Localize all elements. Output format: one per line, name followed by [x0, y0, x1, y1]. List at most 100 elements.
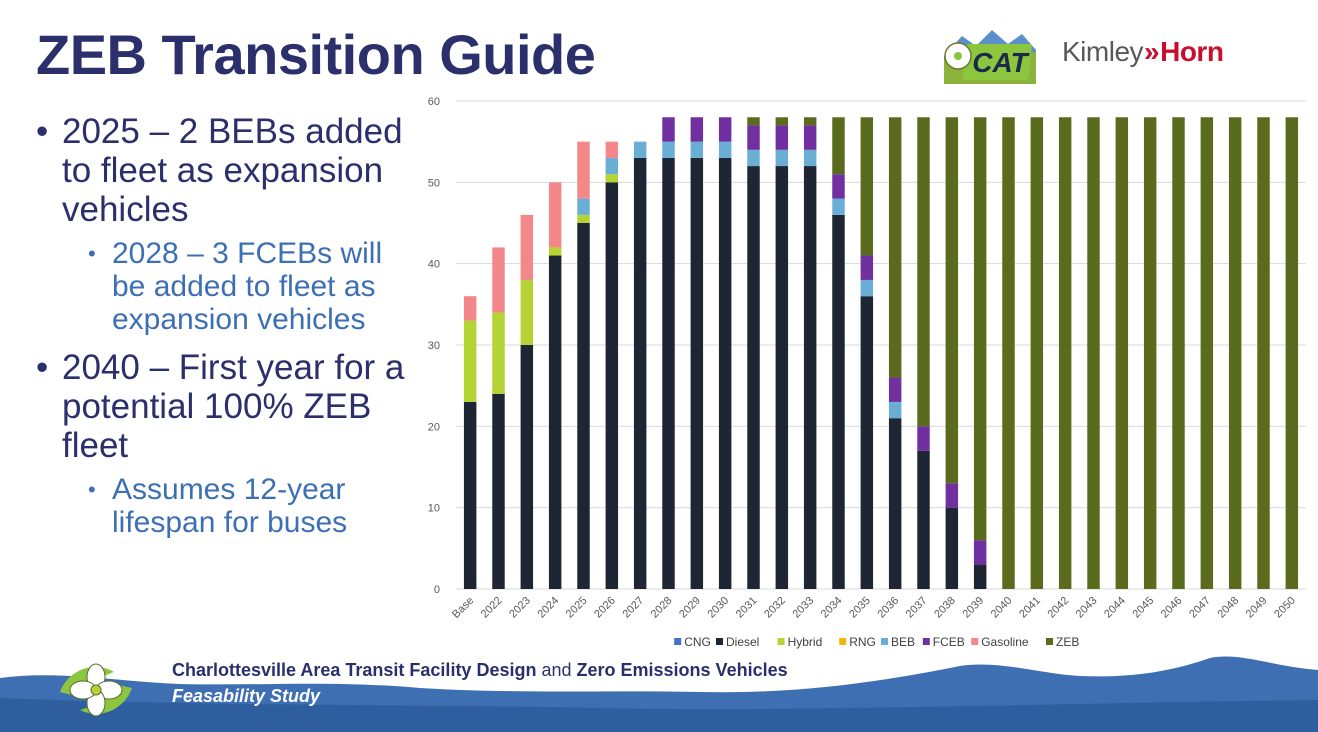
bar-segment-diesel — [945, 507, 959, 589]
x-tick-label: 2048 — [1215, 595, 1241, 621]
legend-label: FCEB — [933, 635, 965, 649]
y-tick-label: 50 — [428, 177, 440, 189]
x-tick-label: 2039 — [960, 595, 986, 621]
bar-segment-zeb — [1143, 117, 1157, 589]
footer-study-name: Feasability Study — [172, 686, 321, 706]
slide-title: ZEB Transition Guide — [36, 23, 596, 86]
legend-swatch — [1046, 638, 1053, 645]
bar-segment-hybrid — [492, 312, 505, 394]
x-tick-label: 2044 — [1102, 595, 1128, 621]
bar-segment-diesel — [860, 296, 874, 589]
legend-label: ZEB — [1056, 635, 1079, 649]
bar-segment-fceb — [860, 255, 874, 280]
bar-segment-zeb — [1115, 117, 1129, 589]
bar-segment-zeb — [1172, 117, 1185, 589]
bar-segment-zeb — [1087, 117, 1100, 589]
sub-bullet-text: Assumes 12-year lifespan for buses — [112, 473, 348, 539]
bullet-item: • 2040 – First year for a potential 100% … — [36, 348, 405, 465]
x-tick-label: 2036 — [875, 595, 901, 621]
bar-segment-diesel — [492, 393, 505, 589]
footer-mountain-band — [0, 656, 1318, 732]
bar-segment-diesel — [690, 157, 704, 589]
x-tick-label: 2031 — [734, 595, 760, 621]
x-tick-label: Base — [450, 595, 476, 621]
legend-swatch — [839, 638, 847, 645]
bar-segment-gasoline — [492, 247, 505, 313]
footer-title-part1: Charlottesville Area Transit Facility De… — [172, 660, 537, 680]
bar-segment-diesel — [888, 418, 902, 589]
x-tick-label: 2033 — [790, 595, 816, 621]
bar-segment-beb — [860, 279, 874, 297]
bar-segment-diesel — [548, 255, 562, 590]
bar-segment-fceb — [775, 125, 789, 150]
bar-segment-zeb — [1257, 117, 1270, 589]
legend-label: Gasoline — [981, 635, 1029, 649]
bar-segment-zeb — [860, 117, 874, 256]
x-tick-label: 2050 — [1272, 595, 1298, 621]
y-tick-label: 0 — [434, 584, 440, 596]
x-tick-label: 2041 — [1017, 595, 1043, 621]
bar-segment-gasoline — [577, 141, 590, 199]
x-tick-label: 2027 — [620, 595, 646, 621]
bar-segment-fceb — [832, 174, 845, 199]
y-tick-label: 40 — [428, 259, 440, 271]
x-tick-label: 2042 — [1045, 595, 1071, 621]
bar-segment-beb — [577, 198, 590, 215]
bar-segment-zeb — [917, 117, 930, 427]
x-tick-label: 2035 — [847, 595, 873, 621]
legend-label: Diesel — [726, 635, 759, 649]
bar-segment-beb — [888, 401, 902, 419]
bar-segment-zeb — [832, 117, 845, 175]
x-tick-label: 2046 — [1159, 595, 1185, 621]
bar-segment-beb — [690, 141, 704, 158]
bar-segment-diesel — [917, 450, 930, 589]
bar-segment-zeb — [888, 117, 902, 378]
x-tick-label: 2029 — [677, 595, 703, 621]
bar-segment-diesel — [633, 157, 647, 589]
sub-bullet-text: 2028 – 3 FCEBs will be added to fleet as… — [112, 237, 383, 336]
x-tick-label: 2024 — [535, 595, 561, 621]
bar-segment-beb — [775, 149, 789, 167]
footer-title-part2: Zero Emissions Vehicles — [576, 660, 788, 680]
bar-segment-zeb — [1002, 117, 1015, 589]
bar-segment-zeb — [1228, 117, 1242, 589]
x-tick-label: 2030 — [705, 595, 731, 621]
bar-segment-fceb — [662, 117, 675, 142]
legend-swatch — [971, 638, 979, 645]
bar-segment-hybrid — [548, 247, 562, 256]
bar-segment-hybrid — [463, 320, 477, 402]
bar-segment-zeb — [1200, 117, 1214, 589]
bullet-item: • 2025 – 2 BEBs added to fleet as expansi… — [36, 112, 403, 229]
x-tick-label: 2047 — [1187, 595, 1213, 621]
bullet-list: • 2025 – 2 BEBs added to fleet as expansi… — [36, 112, 416, 551]
x-tick-label: 2040 — [989, 595, 1015, 621]
y-tick-label: 60 — [428, 96, 440, 108]
legend-label: RNG — [849, 635, 876, 649]
sub-bullet-item: • 2028 – 3 FCEBs will be added to fleet a… — [88, 237, 383, 336]
bar-segment-zeb — [1058, 117, 1072, 589]
bar-segment-fceb — [690, 117, 704, 142]
x-tick-label: 2025 — [564, 595, 590, 621]
bar-segment-diesel — [775, 166, 789, 590]
bar-segment-diesel — [520, 345, 534, 589]
kimley-text: Kimley — [1062, 36, 1144, 67]
bar-segment-diesel — [463, 401, 477, 589]
bullet-text: 2025 – 2 BEBs added to fleet as expansio… — [62, 112, 403, 229]
y-tick-label: 10 — [428, 503, 440, 515]
logo-separator: » — [1144, 36, 1160, 67]
bar-segment-beb — [633, 141, 647, 158]
x-tick-label: 2037 — [904, 595, 930, 621]
kimley-horn-logo: Kimley»Horn — [1062, 36, 1224, 68]
bar-segment-fceb — [917, 426, 930, 451]
legend-swatch — [674, 638, 682, 645]
bar-segment-gasoline — [520, 214, 534, 280]
bar-segment-fceb — [945, 483, 959, 508]
bar-segment-diesel — [747, 166, 760, 590]
bar-segment-zeb — [1285, 117, 1299, 589]
bar-segment-diesel — [662, 157, 675, 589]
legend-swatch — [716, 638, 723, 645]
bar-segment-hybrid — [577, 214, 590, 223]
y-tick-label: 30 — [428, 340, 440, 352]
legend-label: Hybrid — [788, 635, 823, 649]
